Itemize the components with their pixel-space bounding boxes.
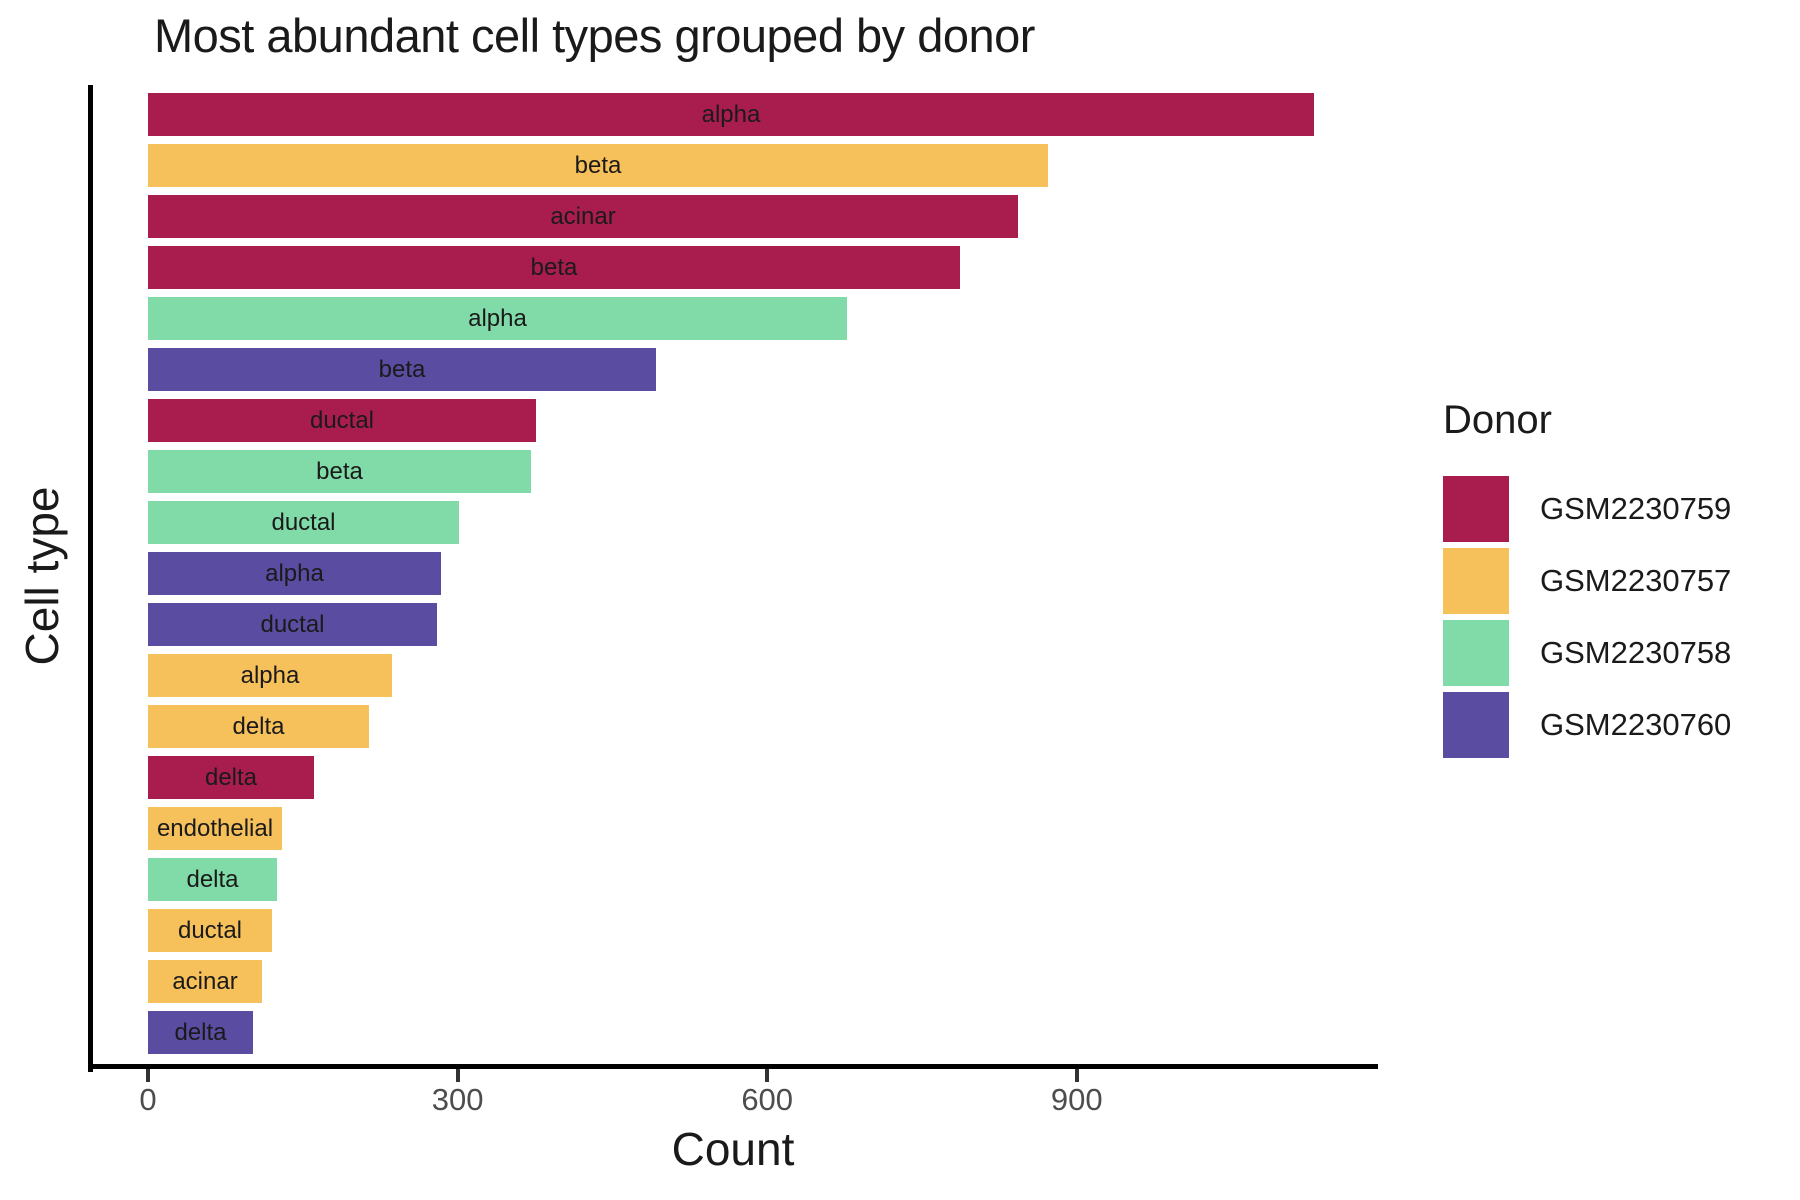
legend-swatch xyxy=(1443,548,1509,614)
y-axis-title: Cell type xyxy=(16,486,68,666)
bar-label: alpha xyxy=(240,661,300,689)
legend-label: GSM2230759 xyxy=(1540,491,1732,526)
bar-label: beta xyxy=(316,457,363,485)
x-axis-line xyxy=(88,1064,1378,1069)
bar-label: delta xyxy=(232,712,285,740)
plot-panel: alpha beta acinar beta alpha beta ductal beta du… xyxy=(88,85,1378,1067)
bar-label: ductal xyxy=(177,916,243,944)
bar-label: beta xyxy=(530,253,578,281)
bar-beta-GSM2230757: beta xyxy=(148,144,1048,187)
bar-label: ductal xyxy=(271,508,336,536)
y-axis-line xyxy=(88,85,93,1072)
bar-endothelial-GSM2230757: endothelial xyxy=(148,807,282,850)
legend-label: GSM2230760 xyxy=(1540,707,1732,742)
legend-label: GSM2230757 xyxy=(1540,563,1732,598)
bar-delta-GSM2230757: delta xyxy=(148,705,369,748)
bar-label: delta xyxy=(174,1018,227,1046)
legend-entry-GSM2230758: GSM2230758 xyxy=(1443,620,1763,686)
bar-alpha-GSM2230758: alpha xyxy=(148,297,847,340)
x-tick-mark xyxy=(455,1069,460,1082)
bar-label: delta xyxy=(204,763,258,791)
legend-title: Donor xyxy=(1443,398,1552,442)
bar-ductal-GSM2230758: ductal xyxy=(148,501,459,544)
bar-alpha-GSM2230757: alpha xyxy=(148,654,392,697)
legend-entry-GSM2230757: GSM2230757 xyxy=(1443,548,1763,614)
x-tick-mark xyxy=(1074,1069,1079,1082)
x-axis-title: Count xyxy=(671,1123,795,1175)
bar-delta-GSM2230760: delta xyxy=(148,1011,253,1054)
x-tick-label: 300 xyxy=(431,1082,484,1117)
x-tick-mark xyxy=(765,1069,770,1082)
legend-swatch xyxy=(1443,692,1509,758)
bar-label: ductal xyxy=(260,610,325,638)
legend-label: GSM2230758 xyxy=(1540,635,1732,670)
bar-ductal-GSM2230757: ductal xyxy=(148,909,272,952)
bar-label: delta xyxy=(186,865,239,893)
legend-entry-GSM2230759: GSM2230759 xyxy=(1443,476,1763,542)
bar-label: beta xyxy=(378,355,426,383)
bar-delta-GSM2230758: delta xyxy=(148,858,277,901)
bar-alpha-GSM2230759: alpha xyxy=(148,93,1314,136)
legend-swatch xyxy=(1443,476,1509,542)
bar-label: beta xyxy=(574,151,622,179)
bar-acinar-GSM2230759: acinar xyxy=(148,195,1018,238)
bar-label: endothelial xyxy=(156,814,274,842)
bar-delta-GSM2230759: delta xyxy=(148,756,314,799)
bar-alpha-GSM2230760: alpha xyxy=(148,552,441,595)
x-tick-mark xyxy=(146,1069,150,1082)
bar-acinar-GSM2230757: acinar xyxy=(148,960,262,1003)
x-tick-label: 0 xyxy=(139,1082,157,1117)
bar-ductal-GSM2230759: ductal xyxy=(148,399,536,442)
bar-beta-GSM2230759: beta xyxy=(148,246,960,289)
bar-beta-GSM2230758: beta xyxy=(148,450,531,493)
x-tick-label: 600 xyxy=(741,1082,794,1117)
x-tick-label: 900 xyxy=(1050,1082,1103,1117)
bar-ductal-GSM2230760: ductal xyxy=(148,603,437,646)
chart-title: Most abundant cell types grouped by dono… xyxy=(154,9,1035,62)
legend-entry-GSM2230760: GSM2230760 xyxy=(1443,692,1763,758)
bar-label: alpha xyxy=(701,100,761,128)
bar-label: alpha xyxy=(265,559,324,587)
bar-beta-GSM2230760: beta xyxy=(148,348,656,391)
bar-label: acinar xyxy=(550,202,616,230)
legend-swatch xyxy=(1443,620,1509,686)
bar-label: acinar xyxy=(172,967,238,995)
bar-label: ductal xyxy=(309,406,375,434)
bar-label: alpha xyxy=(468,304,527,332)
